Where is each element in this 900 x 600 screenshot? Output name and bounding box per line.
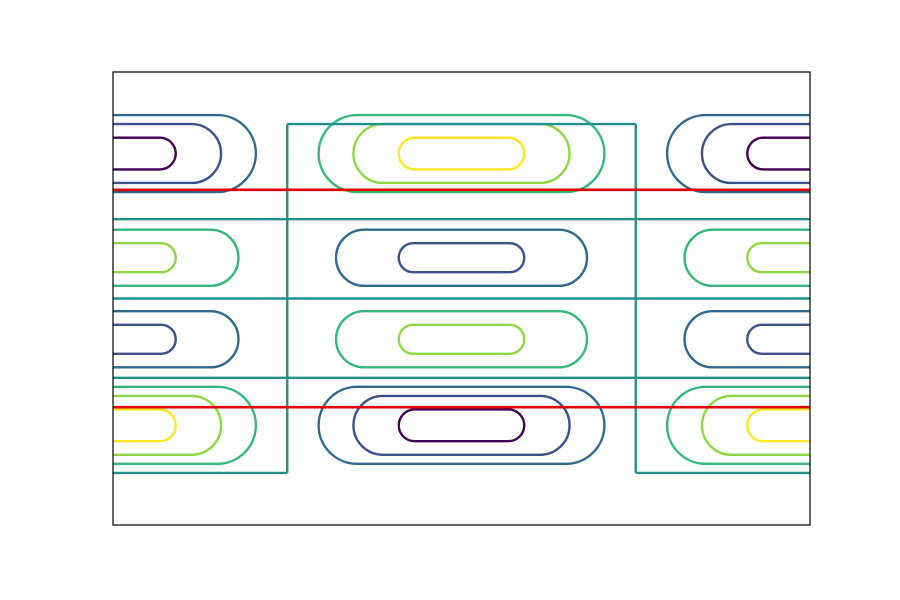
contour-mid-lower-center-level-2 <box>334 309 589 369</box>
plot-content <box>113 113 810 475</box>
contour-bottom-center-level-3 <box>317 385 606 466</box>
contour-mid-upper-center-level-2 <box>334 228 589 288</box>
contour-top-left-level-1 <box>113 136 177 171</box>
contour-mid-lower-left-level-2 <box>113 309 240 369</box>
contour-top-center-level-1 <box>397 136 526 171</box>
contour-mid-upper-center-level-1 <box>397 242 526 274</box>
contour-top-right-level-2 <box>700 122 810 185</box>
contour-top-right-level-1 <box>746 136 810 171</box>
contour-mid-upper-left-level-2 <box>113 228 240 288</box>
contour-bottom-center-level-1 <box>397 408 526 443</box>
contour-bottom-left-level-1 <box>113 408 177 443</box>
contour-mid-upper-left-level-1 <box>113 242 177 274</box>
plot-frame <box>112 71 811 526</box>
contour-top-center-level-3 <box>317 113 606 194</box>
contour-bottom-center-level-2 <box>352 394 571 456</box>
contour-bottom-right-level-2 <box>700 394 810 456</box>
contour-mid-lower-left-level-1 <box>113 323 177 355</box>
contour-mid-upper-right-level-1 <box>746 242 810 274</box>
contour-bottom-left-level-3 <box>113 385 258 466</box>
contour-mid-lower-center-level-1 <box>397 323 526 355</box>
contour-bottom-right-level-1 <box>746 408 810 443</box>
contour-mid-lower-right-level-1 <box>746 323 810 355</box>
contour-top-left-level-3 <box>113 113 258 194</box>
